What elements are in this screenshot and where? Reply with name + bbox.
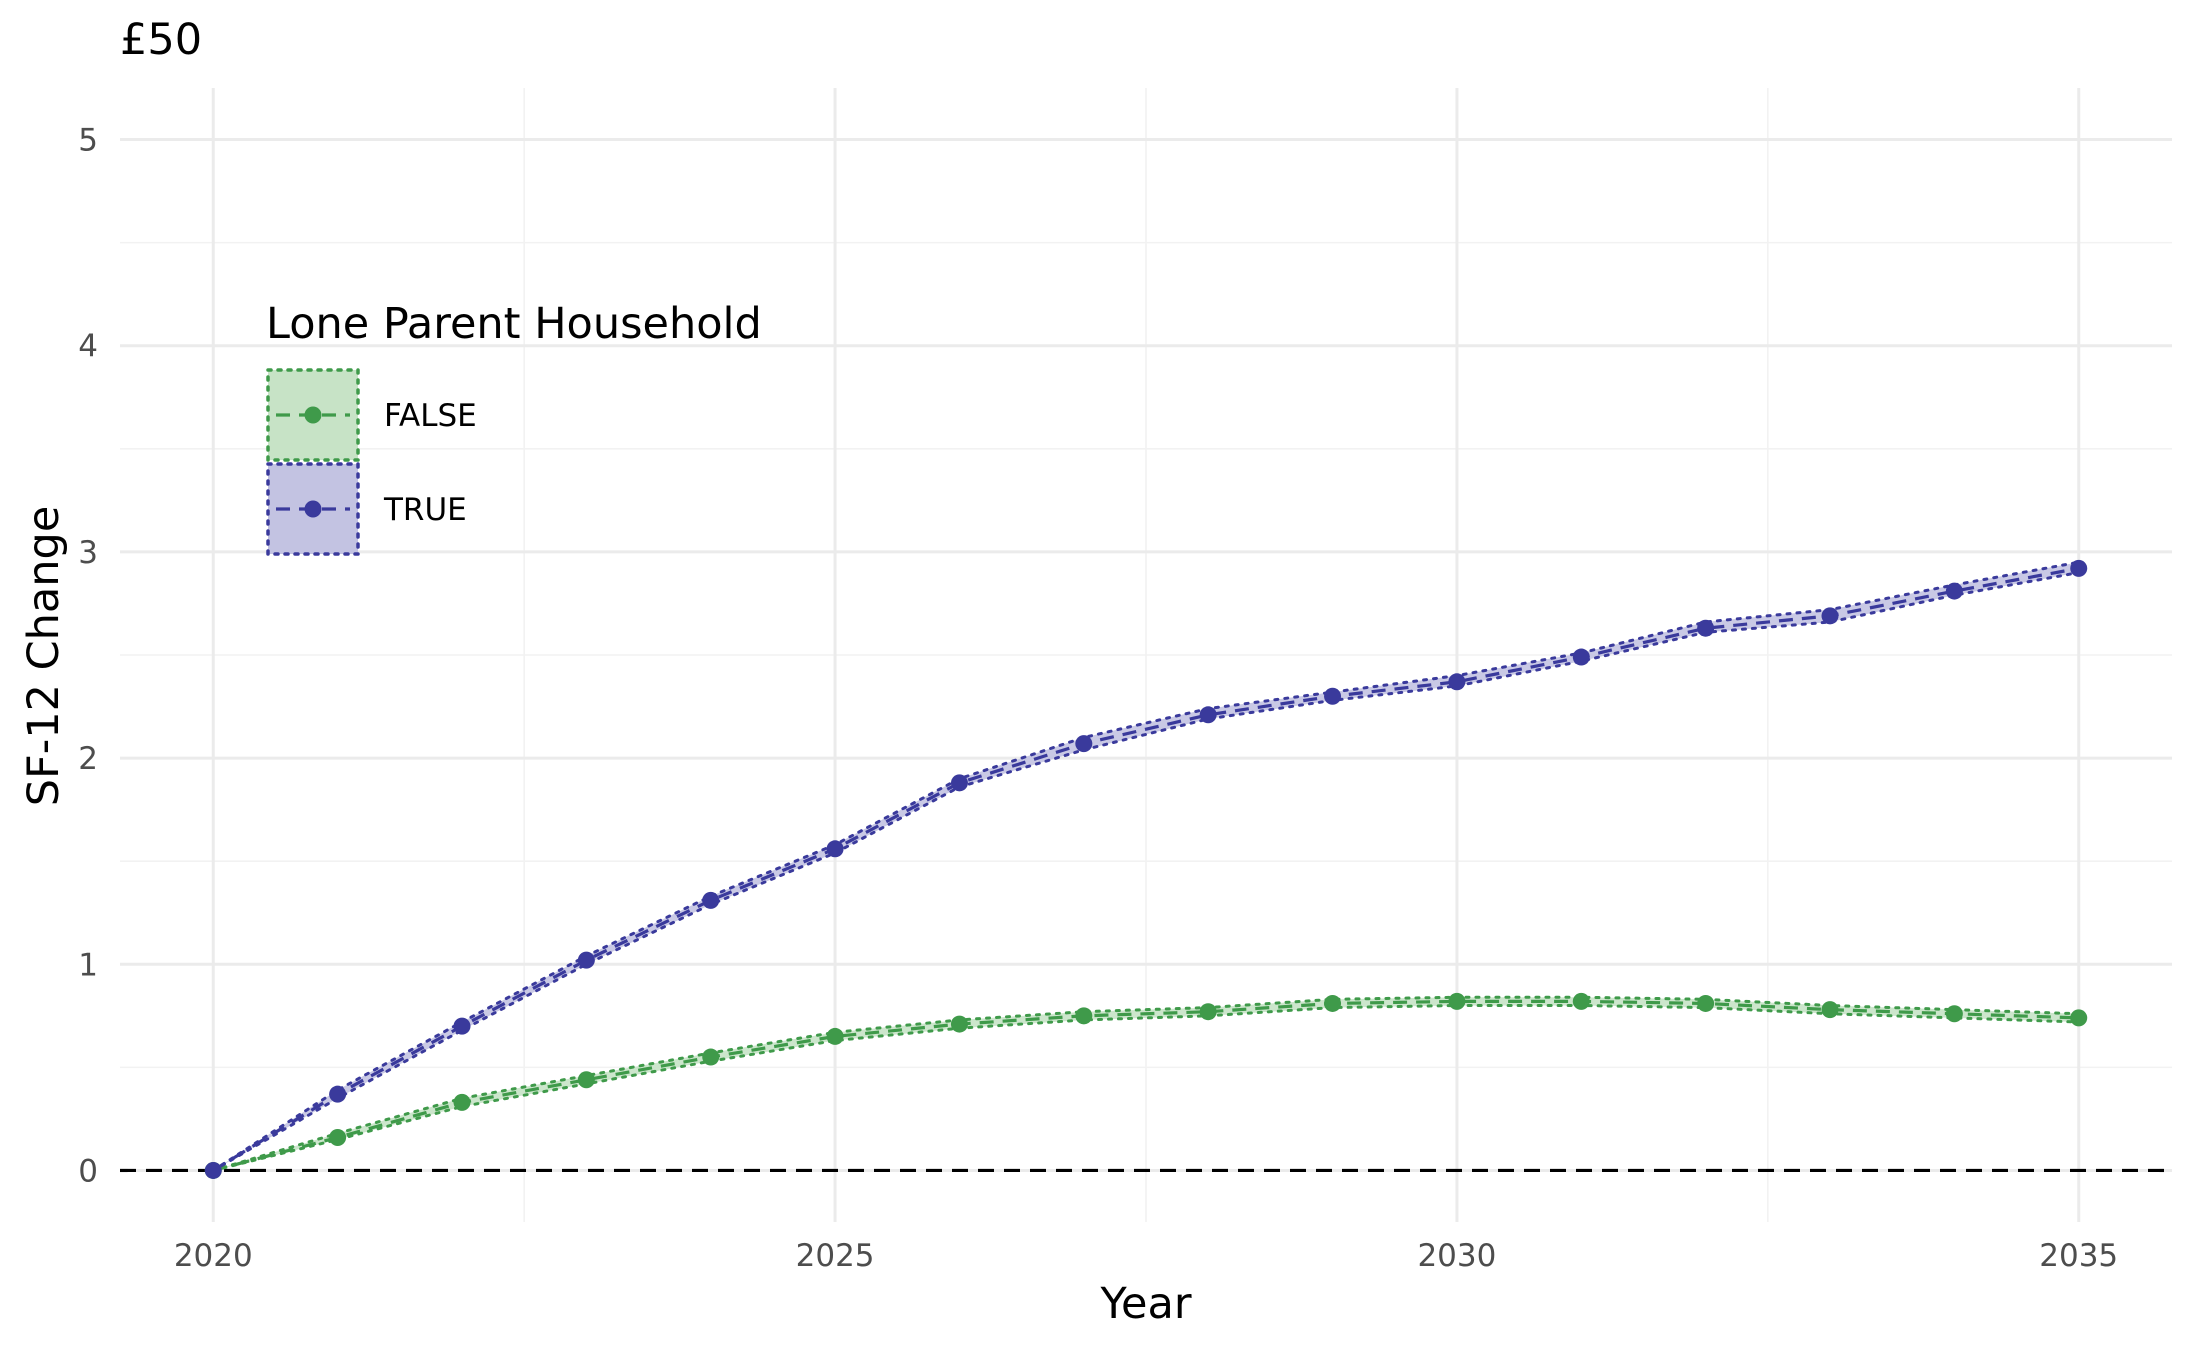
- x-tick-label: 2030: [1417, 1238, 1496, 1274]
- point-true: [1324, 687, 1342, 705]
- point-false: [702, 1048, 720, 1066]
- legend-title: Lone Parent Household: [266, 299, 762, 349]
- y-axis-title: SF-12 Change: [19, 506, 69, 807]
- y-axis-tick-labels: 0 1 2 3 4 5: [78, 123, 98, 1190]
- point-false: [1448, 992, 1466, 1010]
- point-true: [826, 840, 844, 858]
- series-points: [204, 559, 2088, 1179]
- point-false: [2070, 1009, 2088, 1027]
- point-false: [1324, 994, 1342, 1012]
- point-true: [577, 951, 595, 969]
- y-tick-label: 0: [78, 1153, 98, 1189]
- legend-label-false: FALSE: [384, 398, 477, 434]
- legend-label-true: TRUE: [383, 492, 467, 528]
- point-true: [1945, 582, 1963, 600]
- grid: [120, 88, 2172, 1222]
- point-true: [453, 1017, 471, 1035]
- point-false: [1075, 1007, 1093, 1025]
- line-false: [212, 999, 2079, 1173]
- point-true: [204, 1161, 222, 1179]
- lower-bound-false: [211, 1004, 2081, 1172]
- x-tick-label: 2020: [174, 1238, 253, 1274]
- point-true: [1448, 673, 1466, 691]
- point-true: [1697, 619, 1715, 637]
- lower-bound-true: [211, 571, 2081, 1172]
- legend-point-false: [304, 406, 322, 424]
- chart-title: £50: [120, 15, 202, 65]
- point-true: [1199, 706, 1217, 724]
- point-false: [577, 1071, 595, 1089]
- y-tick-label: 1: [78, 947, 98, 983]
- legend-key-true: TRUE: [266, 462, 467, 556]
- point-false: [1199, 1003, 1217, 1021]
- point-false: [1821, 1001, 1839, 1019]
- y-tick-label: 5: [78, 123, 98, 159]
- point-false: [826, 1027, 844, 1045]
- point-false: [453, 1093, 471, 1111]
- point-true: [950, 774, 968, 792]
- y-tick-label: 2: [78, 741, 98, 777]
- upper-bound-false: [211, 995, 2081, 1172]
- legend: Lone Parent Household FALSE TRUE: [266, 299, 762, 556]
- y-tick-label: 3: [78, 535, 98, 571]
- point-true: [1821, 607, 1839, 625]
- point-true: [329, 1085, 347, 1103]
- x-tick-label: 2025: [796, 1238, 875, 1274]
- point-true: [1075, 735, 1093, 753]
- point-false: [950, 1015, 968, 1033]
- point-false: [329, 1128, 347, 1146]
- point-true: [2070, 559, 2088, 577]
- legend-key-false: FALSE: [266, 368, 477, 462]
- point-false: [1945, 1005, 1963, 1023]
- x-tick-label: 2035: [2039, 1238, 2118, 1274]
- line-true: [212, 566, 2080, 1172]
- point-false: [1572, 992, 1590, 1010]
- point-true: [702, 891, 720, 909]
- legend-keys: FALSE TRUE: [266, 368, 477, 556]
- legend-point-true: [304, 500, 322, 518]
- x-axis-title: Year: [1099, 1279, 1191, 1329]
- y-tick-label: 4: [78, 329, 98, 365]
- point-false: [1697, 994, 1715, 1012]
- x-axis-tick-labels: 2020 2025 2030 2035: [174, 1238, 2118, 1274]
- series-lines: [211, 560, 2081, 1173]
- point-true: [1572, 648, 1590, 666]
- upper-bound-true: [211, 560, 2081, 1172]
